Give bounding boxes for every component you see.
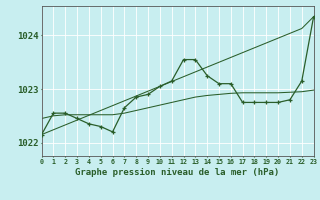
X-axis label: Graphe pression niveau de la mer (hPa): Graphe pression niveau de la mer (hPa) (76, 168, 280, 177)
